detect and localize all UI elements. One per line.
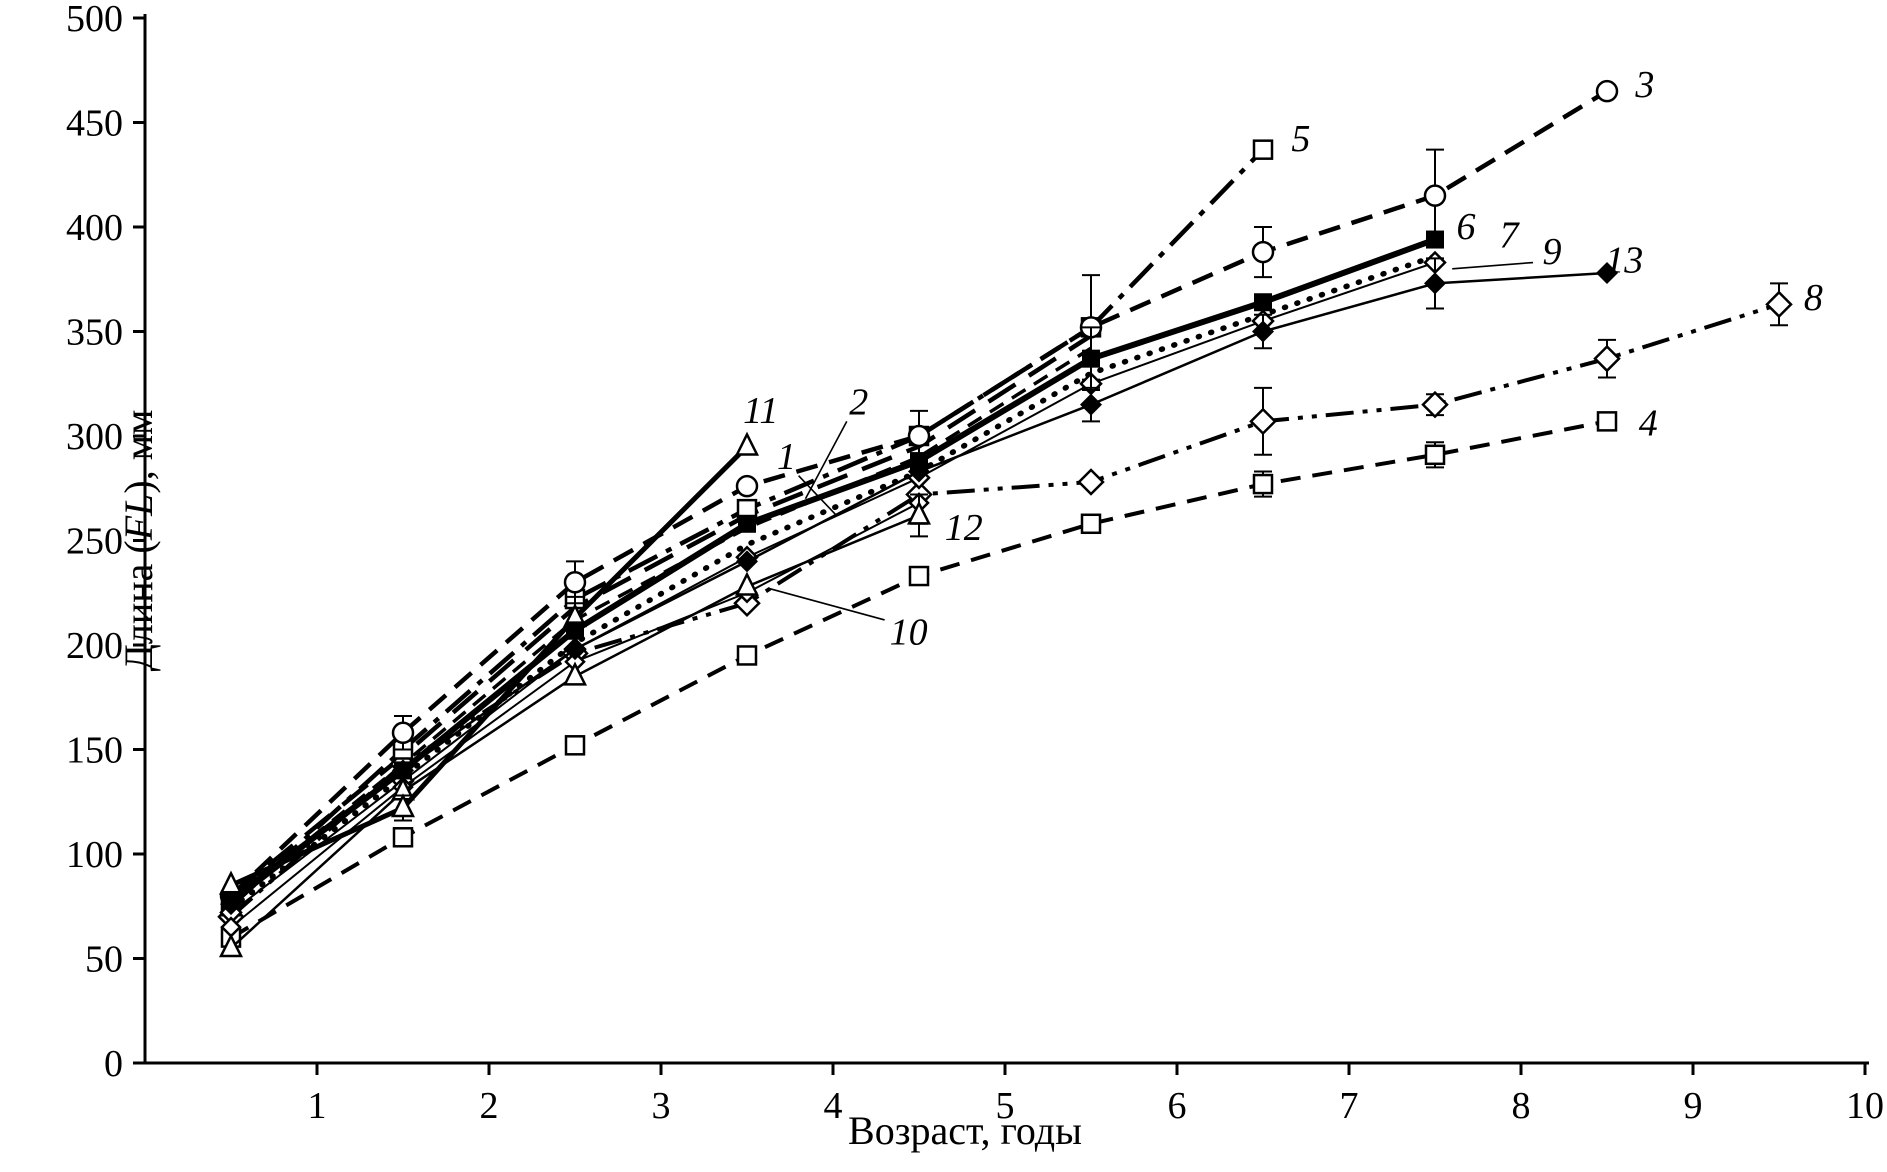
series-13-markers bbox=[220, 261, 1618, 916]
series-label-1-leader bbox=[798, 475, 838, 516]
series-9-markers bbox=[219, 250, 1447, 925]
series-11-line bbox=[229, 444, 749, 888]
series-label-12: 12 bbox=[945, 507, 983, 549]
series-label-6: 6 bbox=[1456, 206, 1475, 248]
series-11-markers bbox=[218, 431, 760, 895]
y-tick-label: 100 bbox=[66, 834, 123, 876]
y-tick-label: 250 bbox=[66, 521, 123, 563]
series-label-13: 13 bbox=[1605, 239, 1643, 281]
series-label-10-leader bbox=[769, 587, 885, 621]
series-13 bbox=[220, 257, 1618, 916]
x-tick-label: 4 bbox=[824, 1085, 843, 1127]
series-6 bbox=[222, 230, 1444, 909]
series-2-line bbox=[229, 346, 1092, 904]
y-tick-label: 400 bbox=[66, 207, 123, 249]
series-label-7: 7 bbox=[1499, 214, 1520, 256]
series-label-5: 5 bbox=[1291, 118, 1310, 160]
series-8-line bbox=[229, 302, 1780, 919]
series-3-line bbox=[229, 89, 1609, 898]
x-tick-label: 5 bbox=[996, 1085, 1015, 1127]
series-7 bbox=[228, 253, 1438, 912]
series-12-markers bbox=[218, 500, 932, 958]
series-2 bbox=[229, 346, 1092, 904]
x-axis-ticks: 1 2 3 4 5 6 7 8 9 10 bbox=[308, 1063, 1884, 1127]
series-label-8: 8 bbox=[1804, 277, 1823, 319]
y-tick-label: 350 bbox=[66, 312, 123, 354]
series-8-markers bbox=[217, 290, 1793, 931]
series-13-line bbox=[230, 271, 1608, 906]
series-label-2: 2 bbox=[849, 382, 868, 424]
series-label-2-leader bbox=[804, 420, 848, 500]
y-tick-label: 500 bbox=[66, 0, 123, 40]
y-axis-label: Длина (FL), мм bbox=[116, 410, 161, 672]
series-10 bbox=[220, 492, 930, 938]
y-tick-label: 0 bbox=[104, 1043, 123, 1085]
series-label-3: 3 bbox=[1634, 64, 1654, 106]
x-tick-label: 6 bbox=[1168, 1085, 1187, 1127]
series-label-10: 10 bbox=[890, 611, 928, 653]
axes bbox=[143, 14, 1869, 1065]
series-4 bbox=[220, 411, 1618, 948]
series-7-line bbox=[228, 253, 1438, 912]
series-11 bbox=[218, 431, 760, 895]
x-tick-label: 10 bbox=[1846, 1085, 1884, 1127]
series-1-line bbox=[229, 333, 1093, 898]
x-tick-label: 7 bbox=[1340, 1085, 1359, 1127]
y-tick-label: 150 bbox=[66, 730, 123, 772]
y-axis-ticks: 0 50 100 150 200 250 300 350 400 450 500 bbox=[66, 0, 145, 1085]
x-tick-label: 2 bbox=[480, 1085, 499, 1127]
series-label-1: 1 bbox=[777, 436, 796, 478]
y-tick-label: 200 bbox=[66, 625, 123, 667]
y-tick-label: 450 bbox=[66, 103, 123, 145]
series-label-4: 4 bbox=[1639, 402, 1658, 444]
x-axis-label: Возраст, годы bbox=[848, 1108, 1082, 1153]
series-6-markers bbox=[222, 230, 1444, 909]
x-tick-label: 1 bbox=[308, 1085, 327, 1127]
x-tick-label: 8 bbox=[1512, 1085, 1531, 1127]
series-label-9: 9 bbox=[1542, 231, 1561, 273]
series-1 bbox=[229, 333, 1093, 898]
series-label-9-leader bbox=[1452, 261, 1534, 270]
series-12 bbox=[218, 493, 932, 958]
series-6-line bbox=[229, 236, 1437, 903]
series-9 bbox=[219, 250, 1447, 925]
series-10-markers bbox=[220, 492, 930, 938]
x-tick-label: 3 bbox=[652, 1085, 671, 1127]
x-tick-label: 9 bbox=[1684, 1085, 1703, 1127]
y-tick-label: 50 bbox=[85, 939, 123, 981]
y-tick-label: 300 bbox=[66, 416, 123, 458]
series-label-11: 11 bbox=[743, 390, 778, 432]
